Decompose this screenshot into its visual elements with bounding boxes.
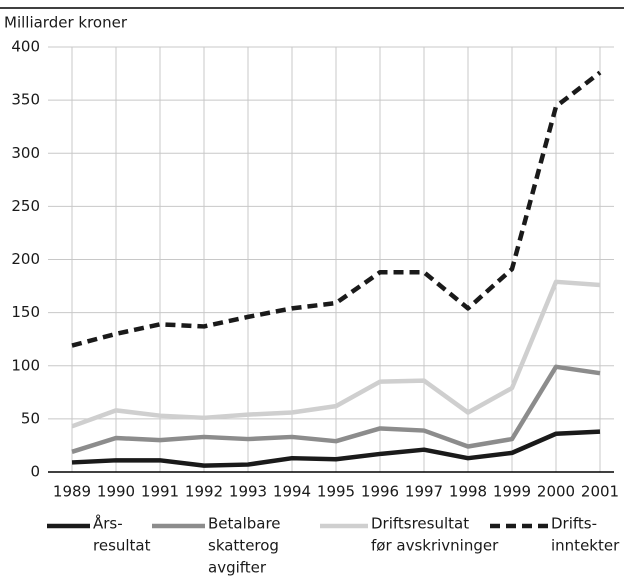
legend-label: skatterog [208,537,279,555]
legend-label: Års- [93,514,123,533]
x-tick-label: 1992 [185,483,223,501]
legend-label: inntekter [551,537,620,555]
y-axis-label: Milliarder kroner [4,14,128,32]
series-line [71,70,602,348]
x-tick-label: 1995 [317,483,355,501]
legend-label: Betalbare [208,515,281,533]
y-tick-label: 200 [11,250,40,268]
legend-label: resultat [93,537,151,555]
y-tick-label: 50 [21,409,40,427]
x-tick-label: 1990 [97,483,135,501]
x-tick-label: 1997 [405,483,443,501]
y-tick-label: 100 [11,356,40,374]
legend-label: avgifter [208,559,267,577]
y-tick-label: 400 [11,38,40,56]
y-tick-label: 350 [11,91,40,109]
y-tick-label: 250 [11,197,40,215]
series-line [71,429,601,468]
x-tick-label: 1998 [449,483,487,501]
legend-label: før avskrivninger [371,537,499,555]
y-tick-label: 150 [11,303,40,321]
series-line [71,364,601,454]
y-tick-label: 300 [11,144,40,162]
x-tick-label: 1991 [141,483,179,501]
x-tick-label: 1993 [229,483,267,501]
x-tick-label: 2001 [581,483,619,501]
x-tick-label: 1996 [361,483,399,501]
series-line [71,279,601,429]
y-tick-label: 0 [30,463,40,481]
x-tick-label: 2000 [537,483,575,501]
x-tick-label: 1999 [493,483,531,501]
legend-label: Driftsresultat [371,515,469,533]
legend-label: Drifts- [551,515,597,533]
x-tick-label: 1994 [273,483,311,501]
x-tick-label: 1989 [53,483,91,501]
